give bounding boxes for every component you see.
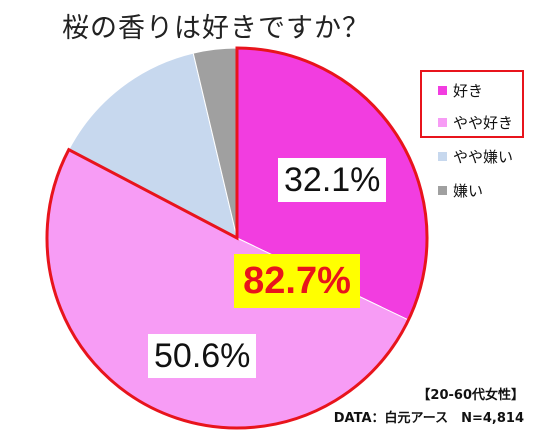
chart-title: 桜の香りは好きですか？ bbox=[62, 13, 370, 44]
footnote-source: DATA：白元アース N=4,814 bbox=[333, 411, 524, 426]
legend-item-like: 好き bbox=[438, 80, 483, 101]
pie-slice-somewhat-dislike bbox=[68, 52, 238, 239]
legend-swatch bbox=[438, 152, 447, 161]
footnote-group: 【20-60代女性】 bbox=[417, 388, 524, 403]
legend-item-somewhat-like: やや好き bbox=[438, 112, 513, 133]
liked-total-outline bbox=[45, 46, 429, 430]
legend-swatch bbox=[438, 86, 447, 95]
legend-label: やや嫌い bbox=[453, 148, 514, 166]
legend-swatch bbox=[438, 186, 447, 195]
legend-swatch bbox=[438, 118, 447, 127]
slice-label-somewhat-like: 50.6% bbox=[148, 334, 257, 378]
total-like-highlight: 82.7% bbox=[234, 254, 360, 308]
legend-label: 好き bbox=[453, 82, 484, 100]
legend-label: 嫌い bbox=[453, 182, 484, 200]
legend-item-somewhat-dislike: やや嫌い bbox=[438, 146, 513, 167]
slice-label-like: 32.1% bbox=[278, 158, 387, 202]
legend-highlight-box bbox=[420, 70, 524, 138]
legend-label: やや好き bbox=[453, 114, 514, 132]
legend-item-dislike: 嫌い bbox=[438, 180, 483, 201]
